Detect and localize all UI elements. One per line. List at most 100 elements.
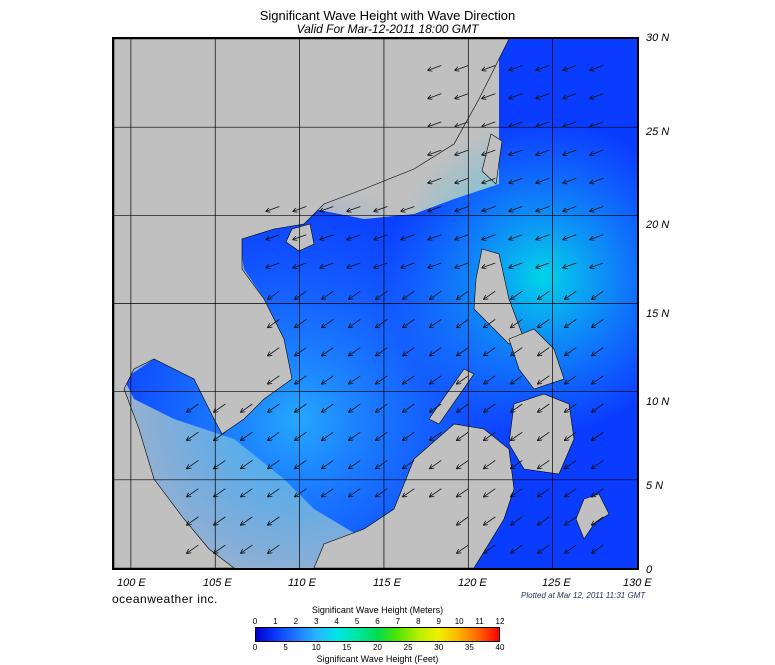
wave-arrow xyxy=(376,403,388,412)
wave-arrow xyxy=(484,375,496,384)
legend-feet-tick: 30 xyxy=(434,643,444,652)
wave-arrow xyxy=(536,149,550,155)
wave-arrow xyxy=(511,290,523,299)
wave-arrow xyxy=(563,177,577,183)
legend-feet-tick: 25 xyxy=(403,643,413,652)
legend-meters-tick: 0 xyxy=(252,617,258,626)
wave-arrow xyxy=(376,431,388,440)
wave-arrow xyxy=(482,93,496,99)
wave-arrow xyxy=(376,319,388,327)
wave-arrow xyxy=(592,460,604,468)
wave-arrow xyxy=(295,290,307,299)
land-hainan xyxy=(285,223,315,252)
legend-meters-tick: 2 xyxy=(293,617,299,626)
wave-arrow xyxy=(455,149,469,155)
legend-meters-tick: 9 xyxy=(436,617,441,626)
wave-arrow xyxy=(511,488,523,497)
legend-meters-tick: 8 xyxy=(416,617,421,626)
wave-arrow xyxy=(590,65,604,70)
wave-arrow xyxy=(455,93,469,99)
wave-arrow xyxy=(322,347,334,356)
legend-feet-tick: 40 xyxy=(495,643,505,652)
wave-arrow xyxy=(322,431,334,440)
legend-meters-tick: 12 xyxy=(495,617,505,626)
wave-arrow xyxy=(214,544,226,553)
wave-arrow xyxy=(565,375,577,384)
wave-arrow xyxy=(347,206,361,212)
wave-arrow xyxy=(268,488,280,497)
wave-arrow xyxy=(430,375,442,384)
wave-arrow xyxy=(241,460,253,468)
wave-arrow xyxy=(403,460,415,468)
wave-arrow xyxy=(511,347,523,356)
wave-arrow xyxy=(241,516,253,525)
map-subtitle: Valid For Mar-12-2011 18:00 GMT xyxy=(296,22,479,36)
wave-arrow xyxy=(187,488,199,497)
wave-arrow xyxy=(322,319,334,327)
lat-label-25n: 25 N xyxy=(646,126,670,138)
wave-arrow xyxy=(293,262,307,268)
wave-arrow xyxy=(538,460,550,468)
wave-arrow xyxy=(590,177,604,183)
wave-arrow xyxy=(428,262,442,268)
wave-arrow xyxy=(266,262,280,268)
wave-arrow xyxy=(430,319,442,327)
wave-arrow xyxy=(374,206,388,212)
wave-arrow xyxy=(457,290,469,299)
wave-arrow xyxy=(536,93,550,99)
wave-arrow xyxy=(565,319,577,327)
wave-arrow xyxy=(268,375,280,384)
wave-arrow xyxy=(293,206,307,212)
wave-arrow xyxy=(376,460,388,468)
wave-arrow xyxy=(511,375,523,384)
wave-arrow xyxy=(538,375,550,384)
wave-arrow xyxy=(536,206,550,212)
wave-arrow xyxy=(455,206,469,212)
legend-meters-tick: 10 xyxy=(454,617,464,626)
wave-arrow xyxy=(268,290,280,299)
wave-arrow xyxy=(268,516,280,525)
wave-arrow xyxy=(401,206,415,212)
lon-label-100e: 100 E xyxy=(117,577,146,589)
wave-arrow xyxy=(484,319,496,327)
graticule xyxy=(114,39,637,568)
legend-colorbar xyxy=(255,627,500,642)
land-luzon xyxy=(473,248,525,345)
wave-arrow xyxy=(320,206,334,212)
wave-arrow xyxy=(511,516,523,525)
wave-arrow xyxy=(322,488,334,497)
wave-arrow xyxy=(187,516,199,525)
wave-arrow xyxy=(374,262,388,268)
wave-arrow xyxy=(268,544,280,553)
wave-arrow xyxy=(430,347,442,356)
wave-arrow xyxy=(482,149,496,155)
wave-arrow xyxy=(592,431,604,440)
wave-arrow xyxy=(565,347,577,356)
wave-arrow xyxy=(457,403,469,412)
wave-arrow xyxy=(484,431,496,440)
wave-arrow xyxy=(403,403,415,412)
wave-arrow xyxy=(511,431,523,440)
wave-arrow xyxy=(268,431,280,440)
wave-arrow xyxy=(376,290,388,299)
wave-arrow xyxy=(403,290,415,299)
wave-arrow xyxy=(241,544,253,553)
wave-arrow xyxy=(430,403,442,412)
wave-arrow xyxy=(538,431,550,440)
wave-arrow xyxy=(457,460,469,468)
wave-arrow xyxy=(563,93,577,99)
legend-meters-label: Significant Wave Height (Meters) xyxy=(311,605,444,615)
lat-label-20n: 20 N xyxy=(646,219,670,231)
wave-arrow xyxy=(484,516,496,525)
wave-arrow xyxy=(482,234,496,240)
wave-arrow xyxy=(428,149,442,155)
legend-meters-tick: 6 xyxy=(375,617,380,626)
wave-arrow xyxy=(457,319,469,327)
wave-arrow xyxy=(403,488,415,497)
wave-arrow xyxy=(538,290,550,299)
wave-map xyxy=(112,37,639,570)
lon-label-115e: 115 E xyxy=(373,577,401,589)
wave-arrow xyxy=(509,65,523,70)
wave-arrow xyxy=(349,347,361,356)
wave-arrow xyxy=(563,206,577,212)
